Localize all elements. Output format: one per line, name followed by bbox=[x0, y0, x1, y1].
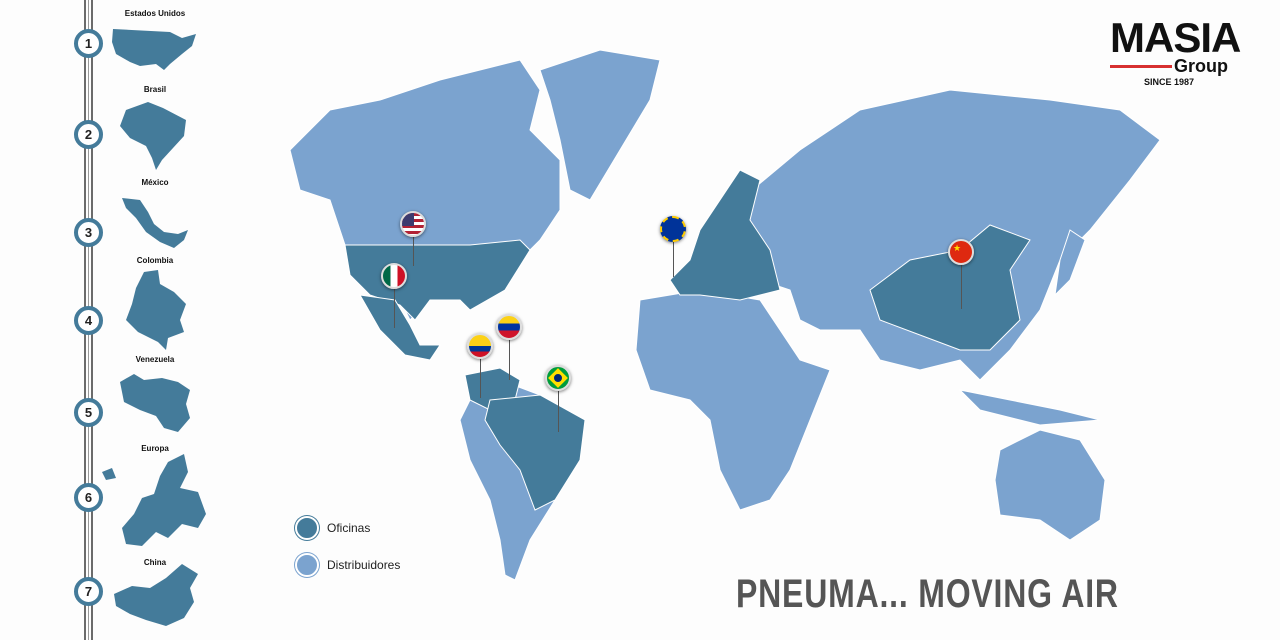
masia-logo: MASIA Group SINCE 1987 bbox=[1110, 14, 1245, 87]
mexico-flag-icon[interactable] bbox=[381, 263, 407, 289]
office-swatch bbox=[295, 516, 319, 540]
australia bbox=[994, 429, 1106, 541]
usa-flag-icon[interactable] bbox=[400, 211, 426, 237]
eu-flag-icon[interactable] bbox=[660, 216, 686, 242]
usa-silhouette bbox=[112, 29, 196, 70]
country-label: Estados Unidos bbox=[124, 9, 186, 18]
europe-silhouette bbox=[102, 454, 206, 546]
eurasia bbox=[739, 89, 1161, 381]
country-label: Venezuela bbox=[135, 355, 175, 364]
legend-label: Oficinas bbox=[327, 521, 371, 535]
africa bbox=[635, 289, 831, 511]
step-badge: 7 bbox=[74, 577, 103, 606]
step-badge: 6 bbox=[74, 483, 103, 512]
country-label: México bbox=[141, 178, 169, 187]
indonesia bbox=[958, 389, 1101, 426]
country-label: Brasil bbox=[143, 85, 167, 94]
colombia-silhouette bbox=[126, 270, 186, 350]
venezuela-flag-icon[interactable] bbox=[496, 314, 522, 340]
mexico-office bbox=[359, 294, 441, 361]
logo-sub: Group bbox=[1174, 56, 1228, 76]
logo-red-bar bbox=[1110, 65, 1172, 68]
country-label: Colombia bbox=[136, 256, 174, 265]
step-badge: 2 bbox=[74, 120, 103, 149]
step-badge: 4 bbox=[74, 306, 103, 335]
brazil-silhouette bbox=[120, 102, 186, 170]
colombia-flag-icon[interactable] bbox=[467, 333, 493, 359]
japan bbox=[1054, 229, 1086, 297]
step-badge: 5 bbox=[74, 398, 103, 427]
brazil-office bbox=[484, 394, 586, 511]
country-label: China bbox=[143, 558, 167, 567]
brazil-flag-icon[interactable] bbox=[545, 365, 571, 391]
mexico-silhouette bbox=[122, 198, 188, 248]
europe-office bbox=[669, 169, 781, 301]
logo-brand: MASIA bbox=[1110, 14, 1241, 61]
legend-label: Distribuidores bbox=[327, 558, 401, 572]
step-badge: 1 bbox=[74, 29, 103, 58]
venezuela-silhouette bbox=[120, 374, 190, 432]
country-label: Europa bbox=[141, 444, 169, 453]
legend-oficinas: Oficinas bbox=[295, 516, 370, 540]
step-badge: 3 bbox=[74, 218, 103, 247]
china-silhouette bbox=[114, 564, 198, 626]
logo-since: SINCE 1987 bbox=[1144, 77, 1195, 87]
legend-distribuidores: Distribuidores bbox=[295, 553, 400, 577]
slogan: PNEUMA... MOVING AIR bbox=[736, 572, 1119, 616]
greenland bbox=[539, 49, 661, 201]
china-flag-icon[interactable]: ★ bbox=[948, 239, 974, 265]
distributor-swatch bbox=[295, 553, 319, 577]
